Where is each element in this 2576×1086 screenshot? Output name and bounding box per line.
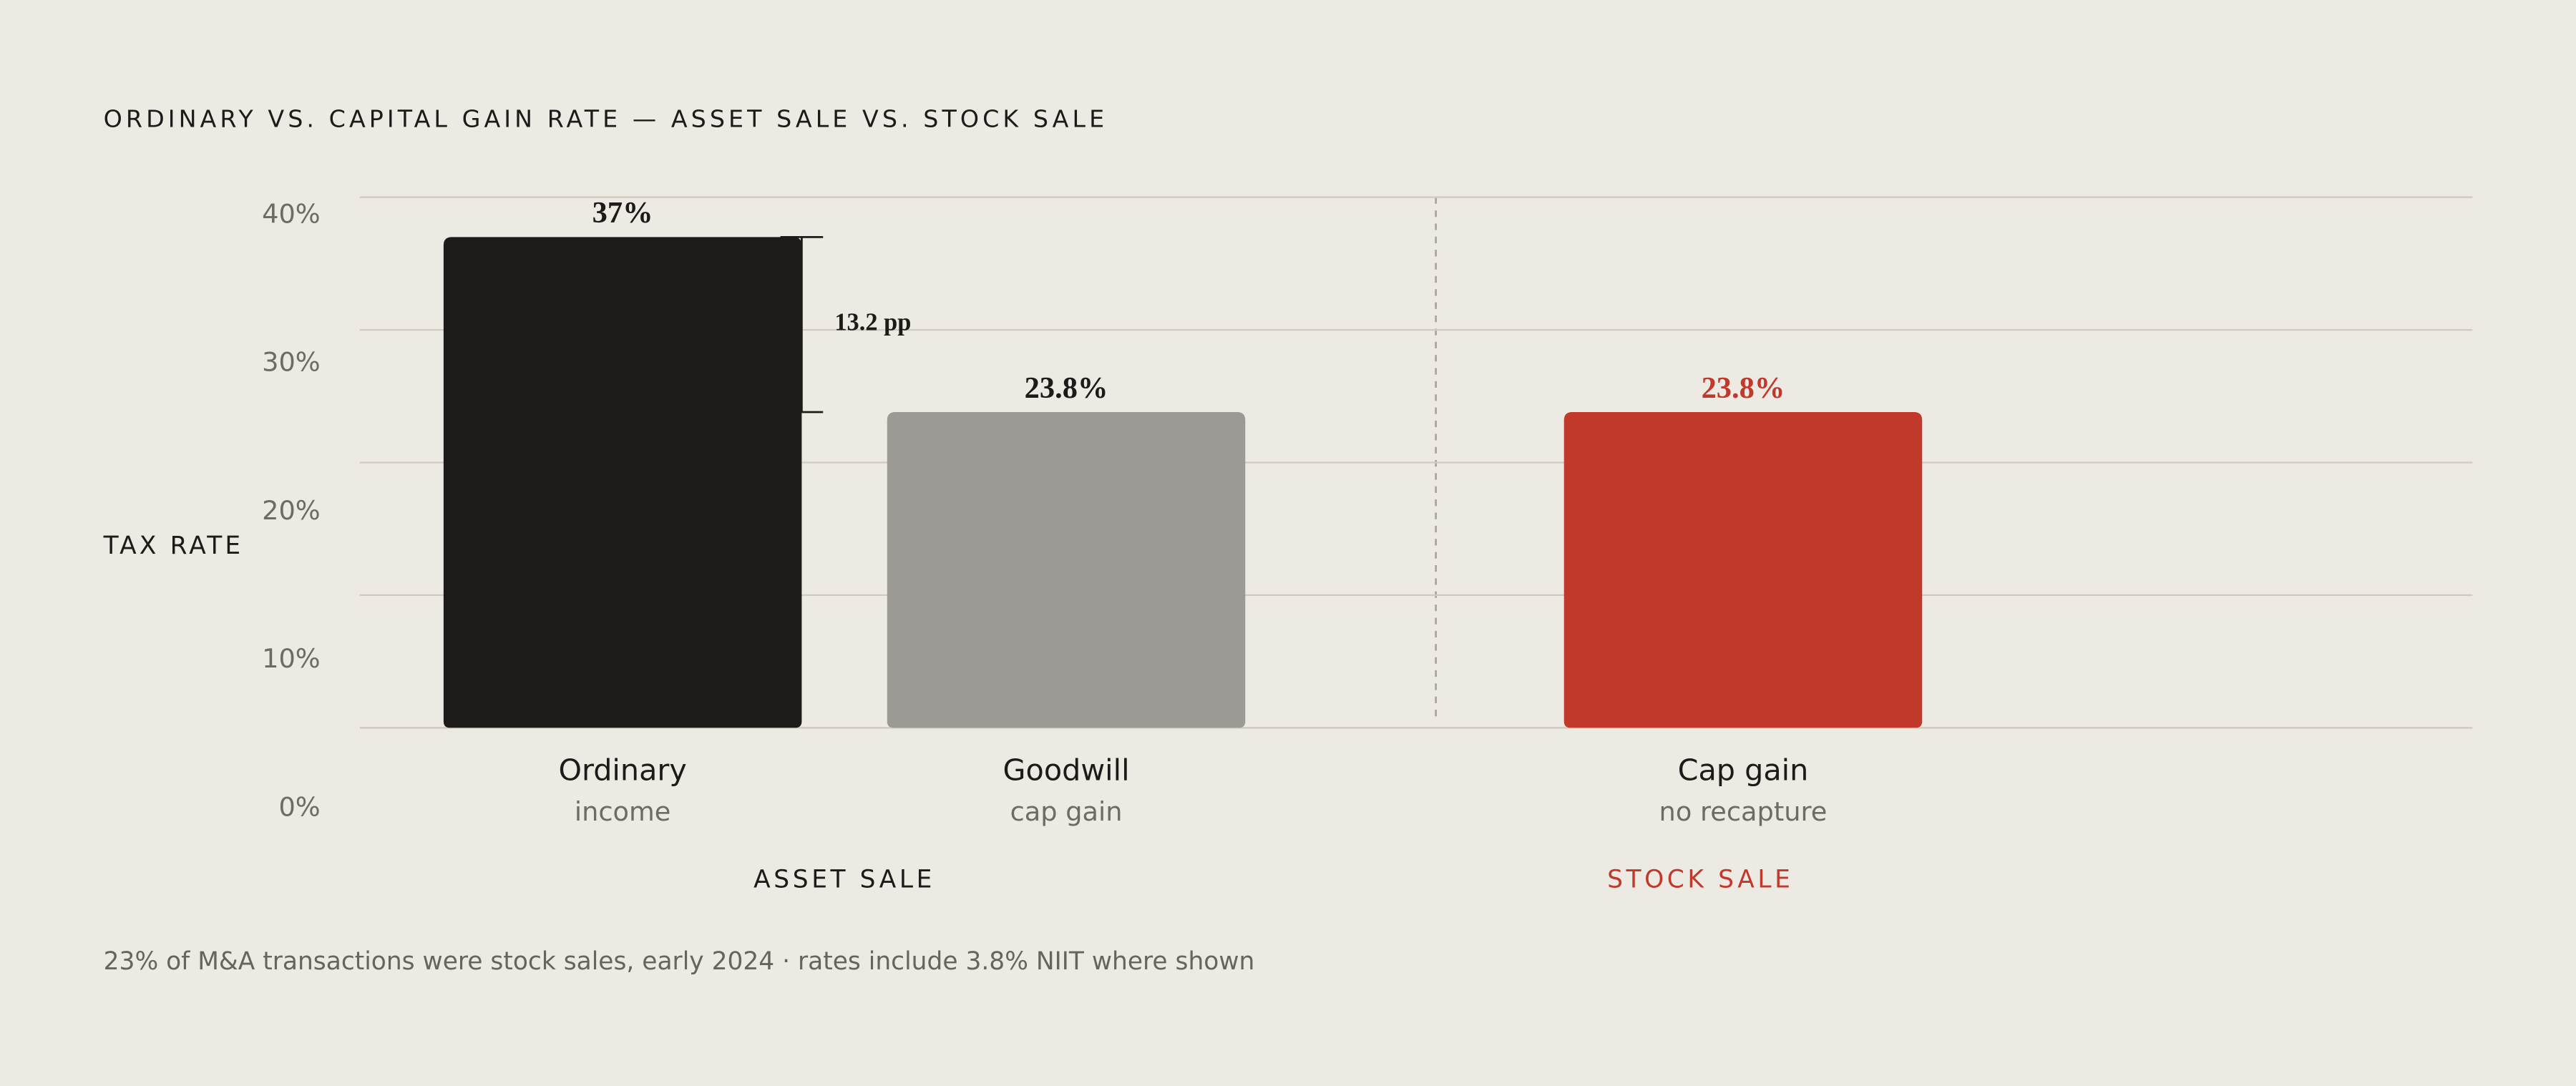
y-tick-label: 10% (262, 643, 321, 674)
y-tick-label: 40% (262, 198, 321, 229)
bar (1563, 412, 1923, 728)
bar (887, 412, 1246, 728)
x-tick-sublabel: no recapture (1659, 796, 1828, 827)
value-label: 23.8% (1702, 371, 1785, 405)
x-tick-label: Ordinary (558, 753, 686, 787)
value-label: 37% (592, 196, 653, 230)
y-tick-label: 20% (262, 495, 321, 526)
value-label: 23.8% (1025, 371, 1108, 405)
x-tick-label: Cap gain (1678, 753, 1809, 787)
y-axis-label: TAX RATE (103, 532, 244, 560)
chart-title: ORDINARY VS. CAPITAL GAIN RATE — ASSET S… (104, 104, 1108, 132)
y-tick-label: 30% (262, 347, 321, 378)
annotation: 13.2 pp (834, 309, 911, 336)
x-tick-sublabel: income (575, 796, 671, 827)
footnote: 23% of M&A transactions were stock sales… (104, 947, 1255, 976)
bar (443, 237, 802, 728)
x-tick-sublabel: cap gain (1010, 796, 1123, 827)
x-tick-label: Goodwill (1003, 753, 1130, 787)
group-label: STOCK SALE (1607, 865, 1793, 894)
y-tick-label: 0% (278, 791, 320, 822)
group-label: ASSET SALE (753, 865, 935, 894)
